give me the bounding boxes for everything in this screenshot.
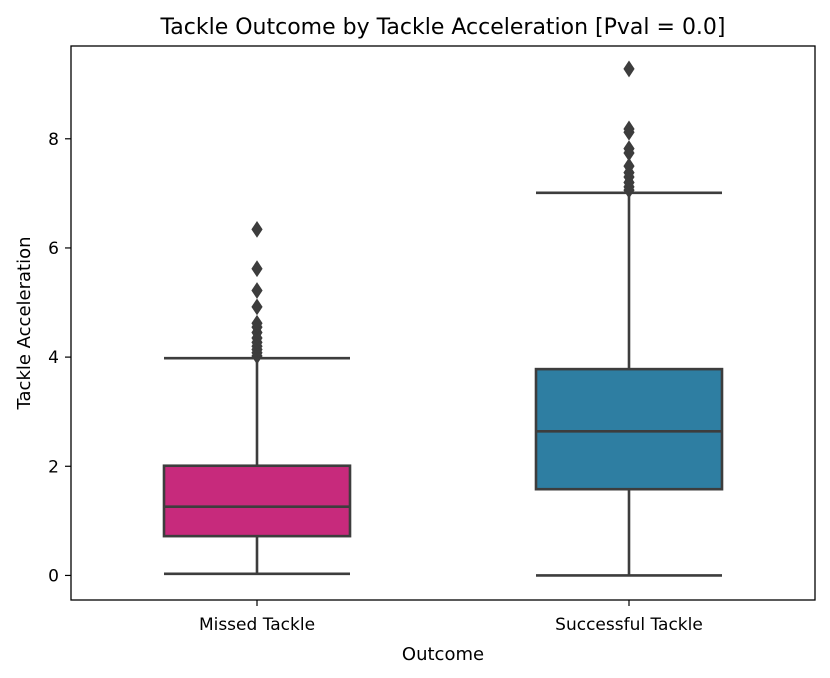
- plot-area: 0 2 4 6 8 Missed Tackle Successful Tackle: [48, 45, 816, 635]
- y-tick-label: 0: [48, 566, 59, 586]
- y-tick-label: 4: [48, 348, 59, 368]
- outlier-point: [251, 220, 263, 238]
- outlier-point: [623, 120, 635, 138]
- chart-title: Tackle Outcome by Tackle Acceleration [P…: [159, 15, 725, 40]
- box-iqr: [162, 464, 352, 538]
- outlier-point: [251, 298, 263, 316]
- y-tick-label: 2: [48, 457, 59, 477]
- outlier-point: [251, 314, 263, 332]
- x-tick-label: Successful Tackle: [555, 615, 703, 635]
- outlier-point: [623, 157, 635, 175]
- y-tick-label: 8: [48, 130, 59, 150]
- x-tick-label: Missed Tackle: [199, 615, 315, 635]
- x-axis-label: Outcome: [402, 644, 484, 665]
- box-iqr: [534, 367, 724, 491]
- plot-frame: [70, 45, 816, 601]
- y-tick-label: 6: [48, 239, 59, 259]
- outlier-point: [251, 260, 263, 278]
- outlier-point: [623, 60, 635, 78]
- outlier-point: [623, 140, 635, 158]
- y-axis-label: Tackle Acceleration: [14, 236, 35, 410]
- outlier-point: [251, 282, 263, 299]
